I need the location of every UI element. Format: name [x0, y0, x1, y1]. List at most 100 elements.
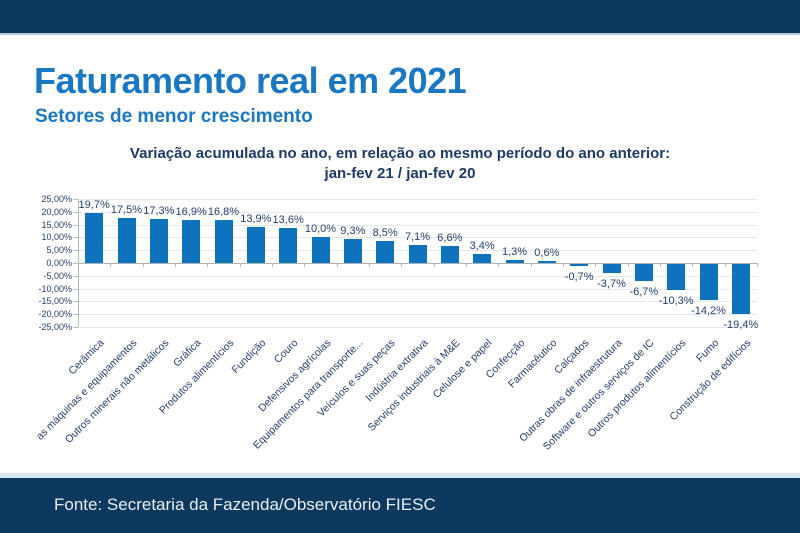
bar-value-label: -6,7%	[629, 286, 659, 299]
x-axis-tick	[239, 263, 241, 267]
bar-value-label: 10,0%	[304, 223, 337, 236]
chart-title: Variação acumulada no ano, em relação ao…	[0, 144, 800, 184]
bar	[667, 264, 686, 291]
gridline	[78, 199, 757, 200]
gridline	[78, 314, 757, 316]
bar	[731, 264, 750, 314]
x-axis-tick	[433, 263, 435, 267]
x-axis-tick	[304, 263, 306, 267]
bar	[376, 241, 395, 263]
x-axis-tick	[369, 263, 370, 267]
x-axis-tick	[757, 263, 758, 267]
x-axis-tick	[498, 263, 500, 267]
y-axis-tick	[73, 224, 78, 226]
y-axis-tick-label: -25,00%	[38, 322, 72, 332]
bar	[634, 264, 653, 282]
gridline	[78, 237, 757, 239]
gridline	[78, 301, 757, 303]
zero-axis-line	[78, 263, 757, 264]
y-axis-tick-label: 0,00%	[46, 258, 72, 268]
bar-value-label: 1,3%	[501, 245, 528, 258]
y-axis-tick-label: 10,00%	[41, 232, 72, 243]
bar	[246, 227, 265, 263]
bar-value-label: -14,2%	[691, 305, 726, 318]
gridline	[78, 288, 757, 290]
bar	[602, 264, 621, 274]
x-axis-tick	[530, 263, 532, 267]
bar-value-label: 13,9%	[240, 213, 272, 226]
gridline	[78, 224, 757, 226]
y-axis-tick-label: 5,00%	[46, 245, 72, 256]
y-axis-tick	[73, 275, 78, 277]
x-axis-tick	[563, 263, 564, 267]
x-axis-tick	[627, 263, 629, 267]
x-axis-tick	[142, 263, 144, 267]
bar-value-label: -19,4%	[723, 318, 759, 331]
y-axis-tick-label: -15,00%	[38, 296, 72, 307]
y-axis-tick	[73, 301, 78, 303]
y-axis-tick	[73, 314, 78, 316]
page-subtitle: Setores de menor crescimento	[35, 106, 313, 127]
bar-value-label: 8,5%	[372, 227, 398, 240]
bar-value-label: 16,9%	[175, 205, 207, 218]
bar	[117, 218, 136, 263]
gridline	[78, 327, 757, 328]
bar	[473, 254, 492, 263]
y-axis-tick	[73, 250, 78, 252]
y-axis-tick-label: 20,00%	[41, 206, 72, 217]
y-axis-tick	[73, 211, 78, 213]
page-title: Faturamento real em 2021	[34, 60, 467, 101]
bar	[537, 261, 556, 263]
bar-value-label: 3,4%	[469, 240, 495, 253]
bar	[85, 212, 104, 263]
bar	[570, 264, 589, 266]
bar-value-label: 0,6%	[534, 247, 560, 260]
x-axis-tick	[724, 263, 726, 267]
bar-value-label: 7,1%	[404, 230, 431, 243]
bar-value-label: 16,8%	[207, 205, 240, 218]
bar-value-label: 17,5%	[110, 204, 143, 217]
bar-value-label: -0,7%	[564, 270, 594, 283]
bar-value-label: 17,3%	[143, 204, 175, 217]
bar	[343, 239, 362, 263]
x-axis-tick	[207, 263, 209, 267]
y-axis-tick	[73, 237, 78, 239]
source-text: Fonte: Secretaria da Fazenda/Observatóri…	[54, 495, 436, 514]
x-axis-tick	[78, 263, 79, 267]
y-axis-tick-label: -10,00%	[38, 283, 72, 294]
bar-value-label: 9,3%	[340, 225, 366, 238]
y-axis-tick	[73, 327, 78, 328]
x-axis-tick	[401, 263, 403, 267]
y-axis-tick	[73, 199, 78, 200]
chart-title-line2: jan-fev 21 / jan-fev 20	[324, 165, 476, 182]
bar	[279, 228, 298, 263]
y-axis-tick-label: -5,00%	[43, 270, 72, 281]
y-axis-tick-label: 15,00%	[41, 219, 72, 230]
x-axis-tick	[466, 263, 467, 267]
x-axis-tick	[175, 263, 176, 267]
gridline	[78, 275, 757, 277]
y-axis-tick	[73, 263, 78, 264]
y-axis-tick-label: -20,00%	[38, 309, 72, 320]
bar-value-label: 19,7%	[78, 198, 110, 211]
footer-band	[0, 478, 800, 533]
x-axis-tick	[595, 263, 597, 267]
bar	[311, 237, 330, 263]
gridline	[78, 211, 757, 213]
bar-value-label: 6,6%	[437, 232, 463, 245]
x-axis-tick	[692, 263, 694, 267]
bar	[214, 219, 233, 263]
bar	[505, 259, 524, 263]
bar	[182, 219, 201, 263]
bar-value-label: -3,7%	[597, 278, 626, 291]
bar	[408, 244, 427, 263]
x-axis-tick	[336, 263, 338, 267]
top-band	[0, 0, 800, 35]
x-axis-tick	[272, 263, 273, 267]
footer-divider	[0, 473, 800, 478]
bar	[440, 246, 459, 263]
x-axis-tick	[110, 263, 112, 267]
bar-value-label: -10,3%	[658, 295, 694, 308]
chart-title-line1: Variação acumulada no ano, em relação ao…	[129, 145, 671, 162]
